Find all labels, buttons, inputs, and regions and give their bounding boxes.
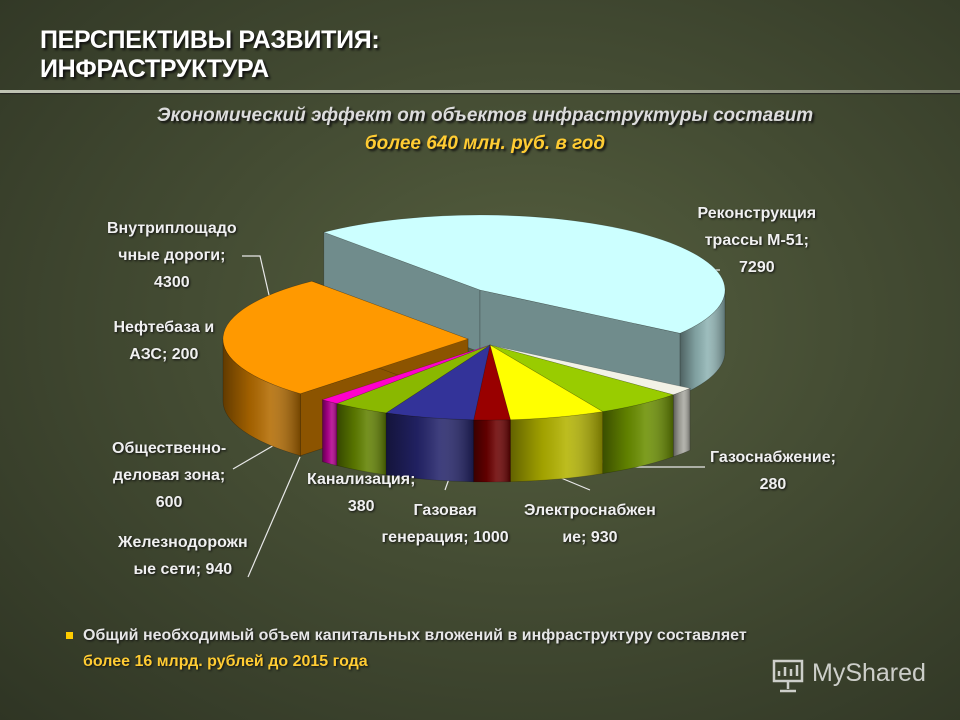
presentation-board-icon: [772, 659, 804, 693]
slice-side-shade-6: [337, 403, 387, 475]
slice-label-line: чные дороги;: [118, 247, 226, 264]
slice-label-line: Общественно-: [112, 440, 227, 457]
title-line-2: ИНФРАСТРУКТУРА: [40, 55, 269, 83]
slice-top-3: [489, 344, 604, 421]
slice-label-line: Электроснабжен: [524, 502, 656, 519]
slice-label-line: деловая зона;: [112, 467, 226, 484]
slice-label-line: ие; 930: [562, 529, 618, 546]
slice-label-line: Газовая: [413, 502, 477, 519]
title-divider: [0, 90, 960, 93]
note-line-2: более 16 млрд. рублей до 2015 года: [83, 653, 368, 670]
slice-label-line: 280: [759, 476, 787, 493]
watermark-text: MyShared: [812, 659, 926, 687]
slice-label-line: 7290: [739, 259, 775, 276]
slice-label: Канализация; 380: [307, 466, 415, 520]
slide-title: ПЕРСПЕКТИВЫ РАЗВИТИЯ: ИНФРАСТРУКТУРА: [40, 26, 380, 84]
subtitle-line-1: Экономический эффект от объектов инфраст…: [156, 105, 814, 126]
slice-top-5: [385, 344, 491, 421]
slice-label: Внутриплощадо чные дороги; 4300: [107, 215, 237, 296]
slice-side-shade-3: [510, 411, 603, 482]
slice-label: Газовая генерация; 1000: [382, 497, 509, 551]
subtitle-line-2: более 640 млн. руб. в год: [364, 133, 606, 154]
slice-side-shade-7: [322, 399, 338, 466]
slice-label-line: 600: [155, 494, 183, 511]
leader-line: [247, 456, 301, 578]
slice-top-2: [489, 344, 675, 412]
slice-side-shade-0: [680, 290, 725, 396]
title-line-1: ПЕРСПЕКТИВЫ РАЗВИТИЯ:: [40, 26, 380, 54]
slice-label-line: 4300: [154, 274, 190, 291]
slice-label-line: трассы М-51;: [704, 232, 809, 249]
slice-label-line: Внутриплощадо: [107, 220, 237, 237]
leader-line: [242, 255, 273, 309]
slice-top-8: [222, 280, 469, 395]
slice-label-line: АЗС; 200: [129, 346, 199, 363]
slice-label-line: генерация; 1000: [381, 529, 509, 546]
pie-tops: [222, 214, 726, 421]
slice-label-line: Газоснабжение;: [710, 449, 836, 466]
slice-label: Газоснабжение; 280: [710, 444, 836, 498]
slice-label-line: 380: [347, 498, 375, 515]
slice-side-shade-8: [223, 339, 301, 456]
slice-side-shade-4: [473, 419, 511, 482]
slice-side-shade-5: [386, 412, 474, 482]
slice-top-6: [336, 344, 491, 414]
slice-label-line: Нефтебаза и: [113, 319, 215, 336]
slice-label: Нефтебаза и АЗС; 200: [114, 314, 215, 368]
slice-top-7: [321, 344, 491, 404]
slice-side-shade-1: [673, 388, 691, 457]
slice-label-line: Канализация;: [307, 471, 416, 488]
slice-label-line: Железнодорожн: [118, 534, 248, 551]
slice-label-line: ые сети; 940: [133, 561, 233, 578]
slice-label: Общественно-деловая зона; 600: [112, 435, 226, 516]
slice-label-line: Реконструкция: [697, 205, 817, 222]
slice-label: Железнодорожн ые сети; 940: [118, 529, 248, 583]
slice-label: Электроснабжен ие; 930: [524, 497, 656, 551]
slice-top-1: [489, 344, 692, 396]
slice-side-shade-2: [602, 394, 674, 474]
square-bullet-icon: [66, 632, 73, 639]
slice-top-0: [322, 214, 726, 334]
watermark: MyShared: [768, 655, 948, 695]
slice-label: Реконструкция трассы М-51; 7290: [698, 200, 817, 281]
note-line-1: Общий необходимый объем капитальных влож…: [83, 627, 747, 644]
slice-top-4: [473, 344, 511, 421]
